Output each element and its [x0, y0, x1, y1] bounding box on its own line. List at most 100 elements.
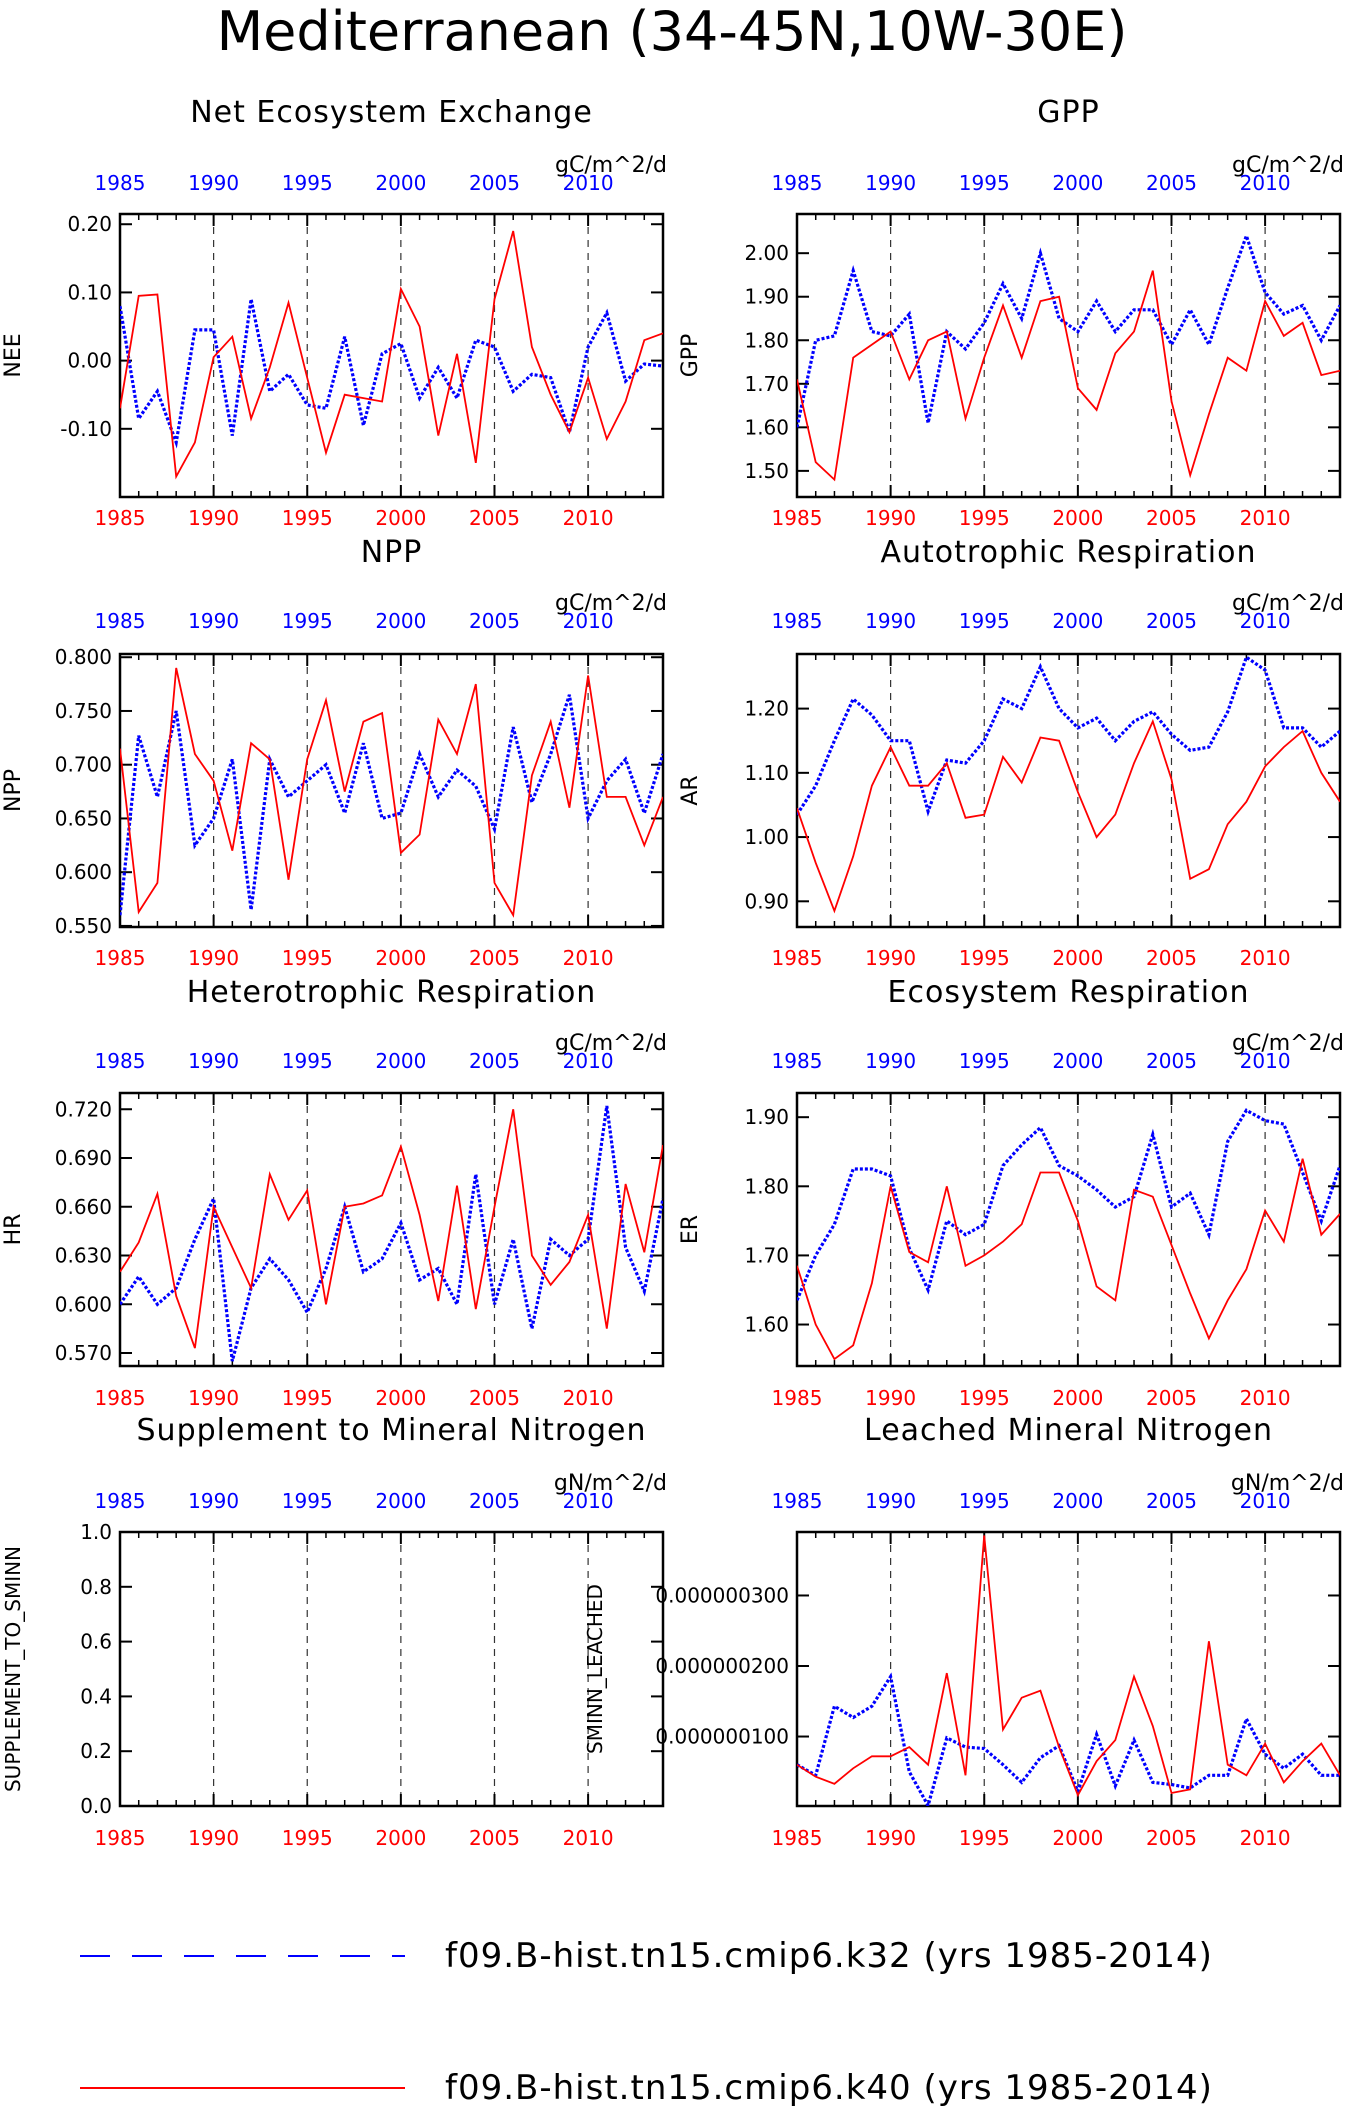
- chart-panel-npp: NPP gC/m^2/d 1985 1985 1990 1990 1995 1995 2000 2…: [1, 535, 667, 970]
- x-tick-label-top: 2000: [1052, 609, 1103, 633]
- x-tick-label-top: 2000: [1052, 1489, 1103, 1513]
- x-tick-label-bottom: 2000: [375, 946, 426, 970]
- y-tick-label: 1.70: [744, 1243, 789, 1267]
- figure-title: Mediterranean (34-45N,10W-30E): [217, 0, 1128, 63]
- x-tick-label-top: 1995: [282, 609, 333, 633]
- legend: f09.B-hist.tn15.cmip6.k32 (yrs 1985-2014…: [80, 1936, 1213, 2108]
- y-tick-label: 0.000000100: [655, 1725, 789, 1749]
- series-line-k40: [120, 230, 663, 480]
- units-label: gN/m^2/d: [554, 1471, 667, 1496]
- panel-title: Ecosystem Respiration: [888, 975, 1250, 1010]
- y-tick-label: 0.690: [55, 1146, 112, 1170]
- series-line-k40: [797, 1158, 1340, 1361]
- x-tick-label-top: 2000: [375, 1049, 426, 1073]
- x-tick-label-bottom: 2010: [1240, 1826, 1291, 1850]
- x-tick-label-bottom: 2000: [375, 506, 426, 530]
- y-tick-label: 1.90: [744, 1105, 789, 1129]
- chart-panel-gpp: GPP gC/m^2/d 1985 1985 1990 1990 1995 1995 2000 2…: [678, 95, 1344, 530]
- x-tick-label-bottom: 2000: [1052, 1826, 1103, 1850]
- x-tick-label-bottom: 1985: [95, 1386, 146, 1410]
- x-tick-label-top: 2000: [375, 1489, 426, 1513]
- y-tick-label: 0.630: [55, 1244, 112, 1268]
- x-tick-label-top: 2010: [563, 171, 614, 195]
- x-tick-label-top: 1995: [282, 171, 333, 195]
- series-line-k40: [797, 270, 1340, 482]
- x-tick-label-bottom: 2000: [1052, 506, 1103, 530]
- y-tick-label: 0.800: [55, 645, 112, 669]
- y-axis-label: SMINN_LEACHED: [583, 1584, 607, 1754]
- x-tick-label-top: 1990: [865, 609, 916, 633]
- x-tick-label-top: 2000: [1052, 171, 1103, 195]
- x-tick-label-top: 2005: [1146, 609, 1197, 633]
- y-tick-label: 1.50: [744, 459, 789, 483]
- y-tick-label: 0.10: [67, 280, 112, 304]
- x-tick-label-bottom: 2005: [469, 1386, 520, 1410]
- x-tick-label-top: 1985: [772, 609, 823, 633]
- y-tick-label: 0.550: [55, 914, 112, 938]
- x-tick-label-bottom: 2005: [1146, 1826, 1197, 1850]
- legend-label-0: f09.B-hist.tn15.cmip6.k32 (yrs 1985-2014…: [445, 1936, 1213, 1976]
- y-tick-label: -0.10: [60, 417, 112, 441]
- chart-panel-ar: Autotrophic Respiration gC/m^2/d 1985 1985 1…: [678, 535, 1344, 970]
- chart-panel-sminn_leached: Leached Mineral Nitrogen gN/m^2/d 1985 1985…: [583, 1413, 1344, 1850]
- y-tick-label: 1.80: [744, 328, 789, 352]
- x-tick-label-bottom: 1990: [188, 506, 239, 530]
- chart-panel-er: Ecosystem Respiration gC/m^2/d 1985 1985 199…: [678, 975, 1344, 1410]
- series-line-k32: [797, 654, 1340, 817]
- y-tick-label: 0.600: [55, 1292, 112, 1316]
- y-tick-label: 1.0: [80, 1520, 112, 1544]
- series-line-k32: [120, 694, 663, 916]
- units-label: gC/m^2/d: [1232, 1031, 1344, 1056]
- y-tick-label: 1.00: [744, 825, 789, 849]
- y-axis-label: SUPPLEMENT_TO_SMINN: [1, 1546, 25, 1792]
- plot-frame: [118, 652, 665, 929]
- y-axis-label: NPP: [1, 769, 26, 812]
- x-tick-label-bottom: 1995: [959, 506, 1010, 530]
- panel-title: GPP: [1037, 95, 1099, 130]
- y-tick-label: 0.20: [67, 212, 112, 236]
- x-tick-label-bottom: 2005: [1146, 1386, 1197, 1410]
- y-tick-label: 0.2: [80, 1739, 112, 1763]
- y-tick-label: 0.650: [55, 806, 112, 830]
- y-tick-label: 0.6: [80, 1630, 112, 1654]
- x-tick-label-top: 1990: [188, 1049, 239, 1073]
- x-tick-label-bottom: 1995: [959, 1386, 1010, 1410]
- plot-frame: [118, 1091, 665, 1368]
- units-label: gC/m^2/d: [555, 153, 667, 178]
- y-tick-label: 0.750: [55, 699, 112, 723]
- y-tick-label: 0.660: [55, 1195, 112, 1219]
- x-tick-label-top: 1990: [865, 171, 916, 195]
- x-tick-label-bottom: 1990: [188, 1386, 239, 1410]
- y-tick-label: 0.00: [67, 349, 112, 373]
- x-tick-label-bottom: 2010: [563, 1826, 614, 1850]
- x-tick-label-top: 1990: [865, 1489, 916, 1513]
- x-tick-label-bottom: 1990: [188, 1826, 239, 1850]
- x-tick-label-bottom: 2005: [469, 946, 520, 970]
- y-tick-label: 1.80: [744, 1174, 789, 1198]
- x-tick-label-top: 1985: [95, 609, 146, 633]
- y-tick-label: 0.000000300: [655, 1583, 789, 1607]
- x-tick-label-bottom: 1995: [282, 1826, 333, 1850]
- y-tick-label: 0.570: [55, 1341, 112, 1365]
- x-tick-label-top: 1995: [959, 609, 1010, 633]
- x-tick-label-top: 1995: [959, 1489, 1010, 1513]
- x-tick-label-bottom: 1995: [959, 946, 1010, 970]
- x-tick-label-bottom: 2000: [1052, 946, 1103, 970]
- x-tick-label-top: 2005: [469, 1489, 520, 1513]
- x-tick-label-top: 1985: [772, 1049, 823, 1073]
- x-tick-label-bottom: 1990: [188, 946, 239, 970]
- x-tick-label-top: 2005: [469, 609, 520, 633]
- plot-frame: [118, 212, 665, 499]
- plot-frame: [795, 212, 1342, 499]
- x-tick-label-top: 2005: [1146, 171, 1197, 195]
- x-tick-label-top: 1985: [772, 1489, 823, 1513]
- chart-panel-nee: Net Ecosystem Exchange gC/m^2/d 1985 1985 19…: [1, 95, 667, 530]
- x-tick-label-bottom: 2010: [1240, 506, 1291, 530]
- x-tick-label-top: 2010: [563, 1049, 614, 1073]
- plot-frame: [795, 1530, 1342, 1808]
- x-tick-label-top: 2010: [1240, 171, 1291, 195]
- x-tick-label-top: 1995: [282, 1049, 333, 1073]
- panel-title: NPP: [361, 535, 423, 570]
- y-tick-label: 1.60: [744, 1313, 789, 1337]
